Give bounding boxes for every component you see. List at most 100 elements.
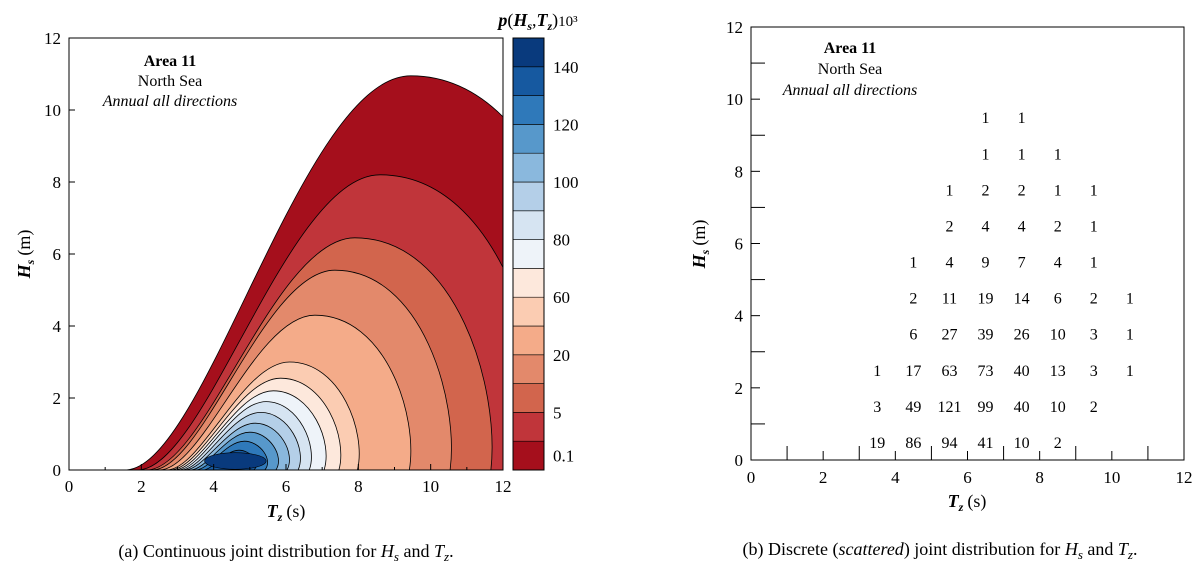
colorbar-title: p(Hs,Tz)10³ bbox=[496, 10, 578, 33]
panel-a-y-tick-label: 10 bbox=[44, 101, 61, 120]
panel-b-xlabel-var: T bbox=[948, 491, 960, 511]
scatter-cell-value: 13 bbox=[1050, 363, 1066, 380]
colorbar-tick-label: 140 bbox=[553, 58, 579, 77]
scatter-cell-value: 4 bbox=[1054, 255, 1062, 272]
colorbar-tick-label: 60 bbox=[553, 288, 570, 307]
panel-b-y-tick-label: 6 bbox=[735, 235, 744, 254]
panel-b-cells: 19 86 94 41 10 23 49 121 99 40 10 21 17 63 73 40 13 3 16 27… bbox=[869, 110, 1134, 452]
panel-a-ticks: 0 2 4 6 8 10 12 0 2 4 6 8 10 12 bbox=[44, 29, 512, 496]
scatter-cell-value: 11 bbox=[942, 291, 957, 308]
panel-b-caption-suffix: . bbox=[1133, 539, 1138, 559]
scatter-cell-value: 40 bbox=[1014, 399, 1030, 416]
scatter-cell-value: 4 bbox=[945, 255, 953, 272]
colorbar-segment bbox=[512, 239, 545, 269]
scatter-cell-value: 2 bbox=[1090, 399, 1098, 416]
colorbar-title-p: p bbox=[496, 10, 507, 30]
panel-a-ylabel-sub: s bbox=[23, 259, 37, 265]
scatter-cell-value: 1 bbox=[1018, 110, 1026, 127]
scatter-cell-value: 1 bbox=[1054, 146, 1062, 163]
colorbar-title-scale: 10³ bbox=[558, 14, 578, 30]
colorbar-segment bbox=[512, 95, 545, 125]
panel-a-x-tick-label: 8 bbox=[354, 477, 363, 496]
panel-b-x-tick-label: 12 bbox=[1176, 468, 1193, 487]
panel-a-caption-var2: T bbox=[434, 541, 446, 561]
scatter-cell-value: 19 bbox=[978, 291, 994, 308]
panel-b-caption-var2-sub: z bbox=[1127, 547, 1133, 562]
panel-a-xlabel-sub: z bbox=[277, 510, 283, 524]
panel-a-x-axis-label: Tz (s) bbox=[267, 501, 306, 524]
colorbar-title-t: T bbox=[537, 10, 549, 30]
scatter-cell-value: 1 bbox=[1090, 218, 1098, 235]
colorbar-tick-label: 80 bbox=[553, 231, 570, 250]
panel-b-annotation-directions: Annual all directions bbox=[782, 82, 918, 99]
scatter-cell-value: 19 bbox=[869, 435, 885, 452]
scatter-cell-value: 3 bbox=[873, 399, 881, 416]
colorbar-segment bbox=[512, 152, 545, 183]
scatter-cell-value: 1 bbox=[1126, 291, 1134, 308]
scatter-cell-value: 39 bbox=[978, 327, 994, 344]
panel-a-caption-var1: H bbox=[380, 541, 395, 561]
colorbar-segment bbox=[512, 383, 545, 413]
scatter-cell-value: 40 bbox=[1014, 363, 1030, 380]
colorbar-title-tsub: z bbox=[547, 19, 553, 33]
colorbar-segment bbox=[512, 440, 545, 471]
scatter-cell-value: 41 bbox=[978, 435, 994, 452]
panel-a-y-tick-label: 0 bbox=[53, 461, 62, 480]
panel-b-y-tick-label: 8 bbox=[735, 162, 744, 181]
colorbar-tick-label: 100 bbox=[553, 173, 579, 192]
colorbar-segment bbox=[512, 124, 545, 154]
colorbar-segment bbox=[512, 412, 545, 442]
scatter-cell-value: 86 bbox=[905, 435, 921, 452]
panel-a-caption-var2-sub: z bbox=[443, 549, 449, 564]
scatter-cell-value: 2 bbox=[1090, 291, 1098, 308]
panel-a-caption-mid: and bbox=[399, 541, 434, 561]
scatter-cell-value: 6 bbox=[909, 327, 917, 344]
colorbar-segment bbox=[512, 354, 545, 384]
scatter-cell-value: 10 bbox=[1050, 327, 1066, 344]
contour-core-1 bbox=[204, 452, 267, 470]
panel-a-annotation-directions: Annual all directions bbox=[102, 93, 238, 110]
scatter-cell-value: 4 bbox=[982, 218, 990, 235]
scatter-cell-value: 1 bbox=[1018, 146, 1026, 163]
scatter-cell-value: 1 bbox=[982, 110, 990, 127]
scatter-cell-value: 10 bbox=[1014, 435, 1030, 452]
scatter-cell-value: 7 bbox=[1018, 255, 1026, 272]
panel-a-x-tick-label: 10 bbox=[422, 477, 439, 496]
panel-b-y-tick-label: 2 bbox=[735, 379, 744, 398]
colorbar-segment bbox=[512, 66, 545, 96]
panel-a-y-axis-label: Hs (m) bbox=[14, 230, 37, 280]
scatter-cell-value: 26 bbox=[1014, 327, 1030, 344]
colorbar-tick-label: 120 bbox=[553, 115, 579, 134]
panel-a-caption-prefix: (a) Continuous joint distribution for bbox=[118, 541, 381, 562]
colorbar-title-hsub: s bbox=[526, 19, 532, 33]
panel-a-xlabel-unit: (s) bbox=[286, 501, 305, 522]
scatter-cell-value: 2 bbox=[1054, 435, 1062, 452]
colorbar-frame bbox=[512, 37, 545, 471]
scatter-cell-value: 94 bbox=[941, 435, 957, 452]
scatter-cell-value: 10 bbox=[1050, 399, 1066, 416]
scatter-cell-value: 4 bbox=[1018, 218, 1026, 235]
scatter-cell-value: 2 bbox=[982, 182, 990, 199]
panel-b-xlabel-unit: (s) bbox=[967, 491, 986, 512]
scatter-cell-value: 2 bbox=[1054, 218, 1062, 235]
panel-b-y-tick-label: 12 bbox=[726, 18, 743, 37]
scatter-cell-value: 3 bbox=[1090, 327, 1098, 344]
panel-b-annotation-title: Area 11 bbox=[824, 40, 877, 57]
scatter-cell-value: 1 bbox=[873, 363, 881, 380]
panel-a-y-tick-label: 2 bbox=[53, 389, 62, 408]
colorbar-segment bbox=[512, 268, 545, 298]
scatter-cell-value: 1 bbox=[945, 182, 953, 199]
panel-a-ylabel-unit: (m) bbox=[14, 230, 35, 256]
panel-b-caption-mid1: ) joint distribution for bbox=[904, 539, 1065, 560]
colorbar-segment bbox=[512, 37, 545, 68]
panel-b-caption-italic: scattered bbox=[839, 539, 905, 559]
panel-b-x-tick-label: 2 bbox=[819, 468, 828, 487]
panel-b-annotation-region: North Sea bbox=[818, 61, 882, 78]
colorbar-segment bbox=[512, 296, 545, 327]
panel-b-x-tick-label: 4 bbox=[891, 468, 900, 487]
panel-b-caption-var1: H bbox=[1064, 539, 1079, 559]
